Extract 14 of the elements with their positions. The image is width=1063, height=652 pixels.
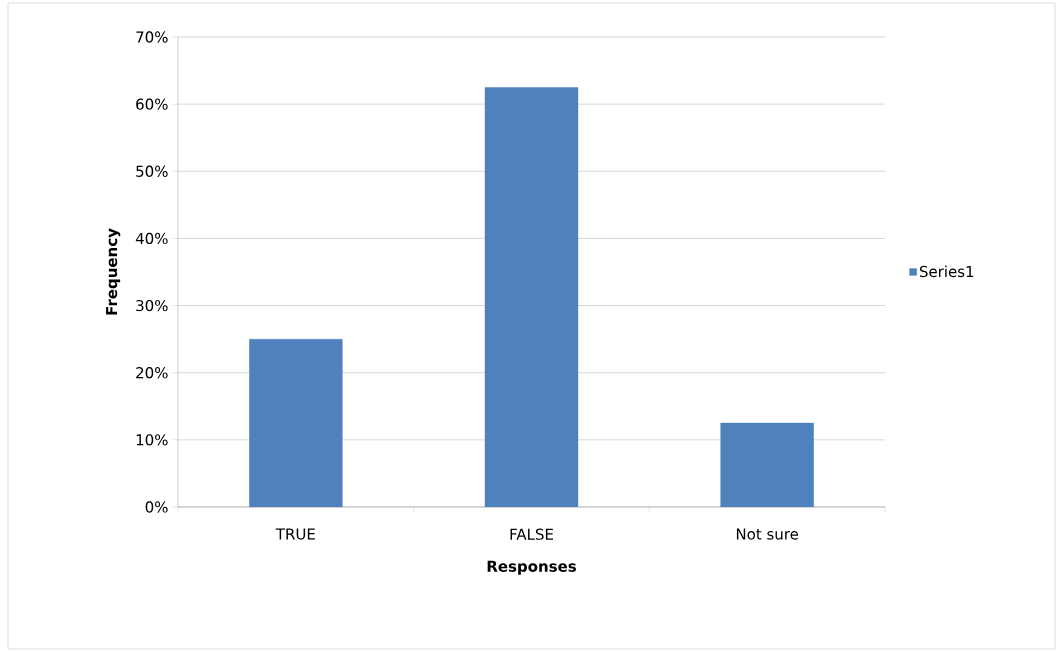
y-tick-label: 50% — [136, 165, 168, 177]
y-tick-label: 30% — [136, 299, 168, 312]
x-tick-label: TRUE — [275, 528, 315, 540]
y-tick-label: 40% — [135, 232, 168, 245]
x-tick-label: FALSE — [510, 528, 553, 540]
x-tick-label: Not sure — [736, 528, 799, 540]
y-tick-label: 20% — [136, 367, 168, 379]
x-axis-title: Responses — [487, 560, 576, 575]
y-tick-label: 60% — [136, 98, 168, 110]
y-axis-title: Frequency — [106, 228, 121, 315]
y-tick-label: 70% — [136, 31, 168, 43]
legend-label: Series1 — [919, 265, 974, 278]
y-tick-label: 10% — [136, 434, 168, 446]
y-tick-label: 0% — [145, 501, 168, 513]
